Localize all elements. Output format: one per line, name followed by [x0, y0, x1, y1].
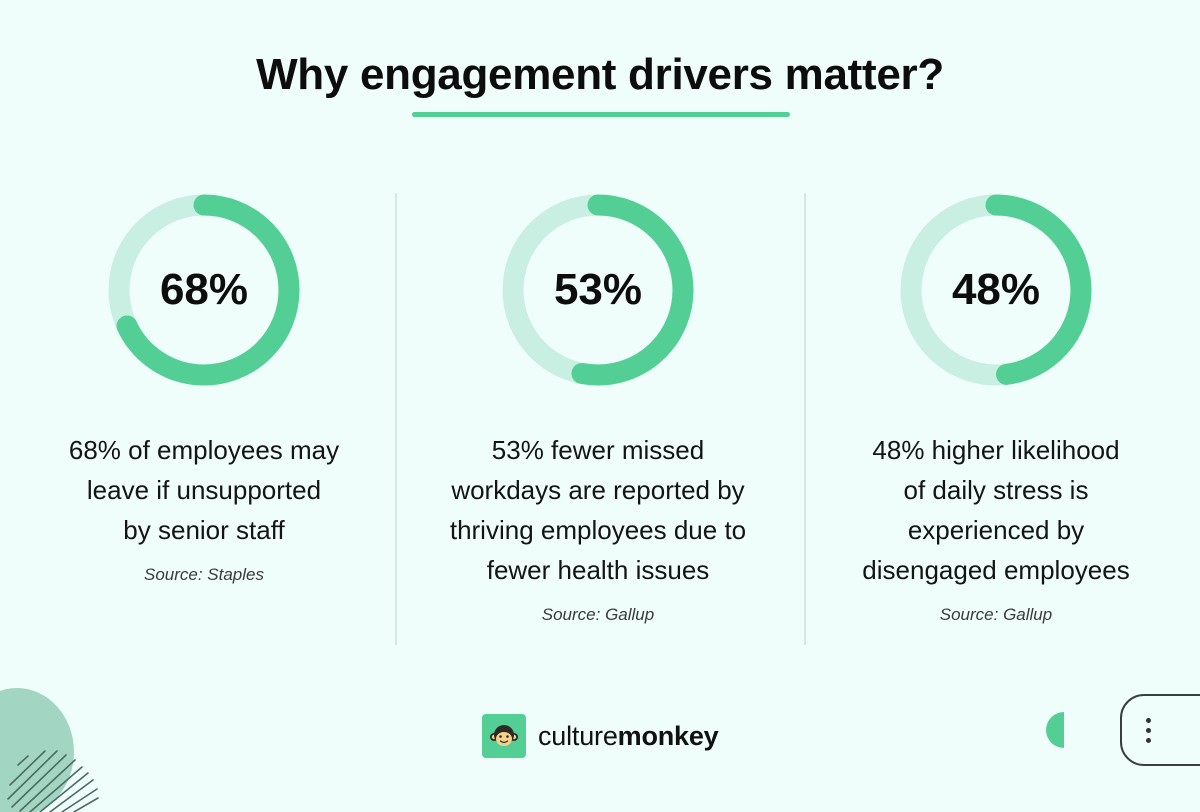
- stat-source: Source: Staples: [143, 565, 264, 584]
- kebab-menu-icon: [1146, 717, 1151, 743]
- donut-value: 48%: [951, 265, 1041, 314]
- donut-value: 53%: [553, 265, 643, 314]
- culturemonkey-logo: culturemonkey: [482, 714, 719, 758]
- stat-line: 53% fewer missed: [491, 435, 705, 465]
- stat-line: 48% higher likelihood: [872, 435, 1120, 465]
- stat-description: 48% higher likelihood of daily stress is…: [806, 430, 1186, 590]
- column-divider: [395, 193, 397, 645]
- donut-value: 68%: [159, 265, 249, 314]
- stat-line: leave if unsupported: [86, 475, 322, 505]
- more-options-button[interactable]: [1120, 694, 1200, 766]
- stat-line: workdays are reported by: [451, 475, 745, 505]
- decorative-hatch-pattern: [7, 750, 99, 812]
- donut-chart: 53%: [498, 190, 698, 390]
- logo-text-bold: monkey: [617, 720, 719, 751]
- donut-ring: [900, 194, 1092, 386]
- monkey-face-icon: [482, 714, 526, 758]
- stat-line: by senior staff: [123, 515, 285, 545]
- stat-line: of daily stress is: [903, 475, 1089, 505]
- stat-line: disengaged employees: [862, 555, 1130, 585]
- title-underline: [412, 112, 790, 117]
- stat-source: Source: Gallup: [541, 605, 655, 624]
- donut-chart: 68%: [104, 190, 304, 390]
- logo-wordmark: culturemonkey: [538, 720, 719, 752]
- page-title: Why engagement drivers matter?: [256, 50, 944, 99]
- donut-ring: [108, 194, 300, 386]
- stat-description: 53% fewer missed workdays are reported b…: [408, 430, 788, 590]
- stat-line: fewer health issues: [486, 555, 710, 585]
- stat-line: thriving employees due to: [449, 515, 747, 545]
- decorative-half-circle: [1046, 712, 1064, 748]
- donut-chart: 48%: [896, 190, 1096, 390]
- stat-line: 68% of employees may: [68, 435, 340, 465]
- stat-source: Source: Gallup: [939, 605, 1053, 624]
- stat-description: 68% of employees may leave if unsupporte…: [14, 430, 394, 550]
- donut-ring: [502, 194, 694, 386]
- logo-text-light: culture: [538, 720, 618, 751]
- stat-line: experienced by: [907, 515, 1085, 545]
- column-divider: [804, 193, 806, 645]
